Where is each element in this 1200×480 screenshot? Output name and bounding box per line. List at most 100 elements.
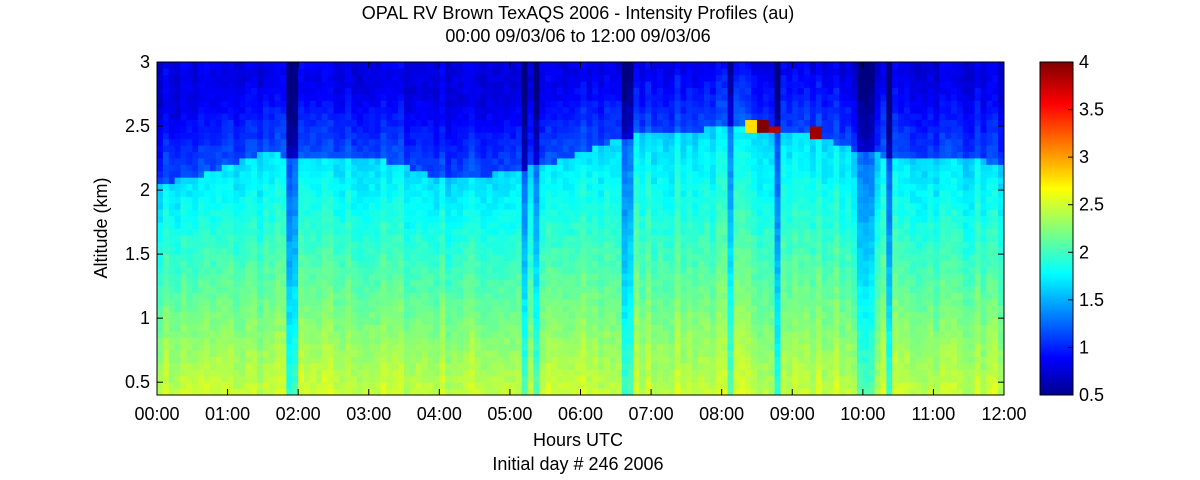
heatmap-cell <box>421 138 428 146</box>
heatmap-cell <box>409 177 417 185</box>
heatmap-cell <box>227 132 234 140</box>
heatmap-cell <box>339 190 346 197</box>
heatmap-cell <box>604 273 611 281</box>
heatmap-cell <box>351 215 358 223</box>
heatmap-cell <box>374 273 381 281</box>
heatmap-cell <box>527 356 534 364</box>
heatmap-cell <box>421 382 428 389</box>
heatmap-cell <box>504 145 511 153</box>
heatmap-cell <box>404 209 411 217</box>
heatmap-cell <box>274 132 281 140</box>
heatmap-cell <box>268 164 276 172</box>
heatmap-cell <box>321 106 328 114</box>
heatmap-cell <box>409 126 417 133</box>
heatmap-cell <box>527 87 534 95</box>
heatmap-cell <box>304 330 311 338</box>
heatmap-cell <box>198 222 205 229</box>
heatmap-cell <box>651 260 658 268</box>
heatmap-cell <box>615 350 623 357</box>
heatmap-cell <box>274 362 281 370</box>
heatmap-cell <box>245 286 252 293</box>
heatmap-cell <box>651 241 658 249</box>
heatmap-cell <box>562 62 570 69</box>
heatmap-cell <box>451 113 458 121</box>
heatmap-cell <box>368 292 376 300</box>
heatmap-cell <box>215 222 223 229</box>
heatmap-cell <box>351 138 358 146</box>
heatmap-cell <box>715 318 723 325</box>
heatmap-cell <box>204 81 211 89</box>
heatmap-cell <box>209 209 217 217</box>
heatmap-cell <box>515 196 523 204</box>
heatmap-cell <box>162 324 170 332</box>
heatmap-cell <box>486 145 493 153</box>
heatmap-cell <box>309 228 317 236</box>
heatmap-cell <box>456 196 464 204</box>
heatmap-cell <box>462 145 470 153</box>
heatmap-cell <box>239 119 246 127</box>
heatmap-cell <box>162 170 170 178</box>
heatmap-cell <box>368 343 376 351</box>
heatmap-cell <box>245 62 252 69</box>
heatmap-cell <box>362 241 370 249</box>
heatmap-cell <box>562 209 570 217</box>
heatmap-cell <box>356 132 364 140</box>
heatmap-cell <box>533 113 540 121</box>
heatmap-cell <box>604 292 611 300</box>
heatmap-cell <box>268 87 276 95</box>
heatmap-cell <box>504 356 511 364</box>
heatmap-cell <box>198 234 205 242</box>
heatmap-cell <box>515 215 523 223</box>
heatmap-cell <box>498 247 505 255</box>
heatmap-cell <box>333 286 340 293</box>
heatmap-cell <box>298 170 305 178</box>
heatmap-cell <box>486 286 493 293</box>
heatmap-cell <box>362 177 370 185</box>
heatmap-cell <box>368 100 376 108</box>
heatmap-cell <box>456 138 464 146</box>
heatmap-cell <box>315 209 323 217</box>
heatmap-cell <box>545 183 552 191</box>
heatmap-cell <box>580 119 587 127</box>
heatmap-cell <box>498 164 505 172</box>
heatmap-cell <box>286 356 293 364</box>
heatmap-cell <box>356 260 364 268</box>
heatmap-cell <box>309 350 317 357</box>
heatmap-cell <box>668 209 676 217</box>
heatmap-cell <box>186 132 193 140</box>
heatmap-cell <box>356 279 364 287</box>
heatmap-cell <box>251 260 258 268</box>
heatmap-cell <box>286 260 293 268</box>
heatmap-cell <box>704 158 711 165</box>
heatmap-cell <box>204 215 211 223</box>
heatmap-cell <box>356 209 364 217</box>
heatmap-cell <box>268 382 276 389</box>
heatmap-cell <box>351 266 358 274</box>
heatmap-cell <box>551 190 558 197</box>
heatmap-cell <box>433 311 440 319</box>
heatmap-cell <box>445 273 452 281</box>
heatmap-cell <box>221 382 228 389</box>
heatmap-cell <box>715 113 723 121</box>
heatmap-cell <box>539 68 546 76</box>
heatmap-cell <box>157 311 164 319</box>
heatmap-cell <box>186 170 193 178</box>
heatmap-cell <box>451 311 458 319</box>
heatmap-cell <box>368 369 376 377</box>
heatmap-cell <box>398 254 405 261</box>
heatmap-cell <box>568 375 576 383</box>
heatmap-cell <box>292 119 299 127</box>
heatmap-cell <box>668 132 676 140</box>
heatmap-cell <box>321 94 328 101</box>
heatmap-cell <box>645 202 652 210</box>
heatmap-cell <box>321 177 328 185</box>
heatmap-cell <box>245 215 252 223</box>
heatmap-cell <box>492 138 499 146</box>
heatmap-cell <box>674 81 681 89</box>
heatmap-cell <box>198 369 205 377</box>
heatmap-cell <box>662 170 670 178</box>
heatmap-cell <box>604 81 611 89</box>
heatmap-cell <box>533 375 540 383</box>
heatmap-cell <box>468 350 476 357</box>
heatmap-cell <box>421 126 428 133</box>
